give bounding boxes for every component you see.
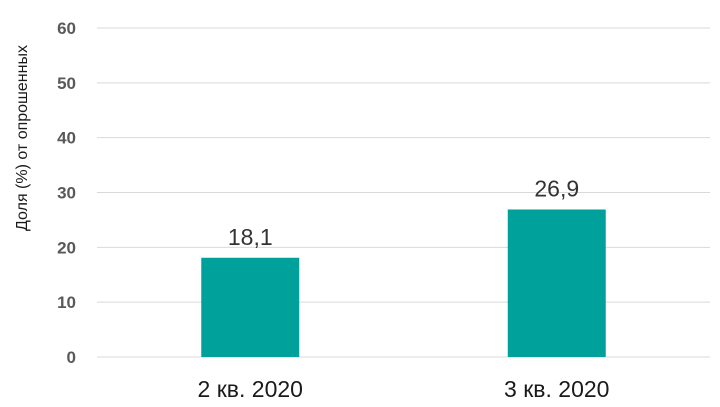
bars bbox=[201, 209, 606, 357]
data-label-2: 26,9 bbox=[534, 175, 579, 201]
data-labels: 18,1 26,9 bbox=[228, 175, 579, 249]
bar-2 bbox=[507, 209, 606, 357]
bar-1 bbox=[201, 257, 300, 357]
y-tick-label-40: 40 bbox=[57, 129, 76, 148]
x-category-label-1: 2 кв. 2020 bbox=[198, 376, 303, 402]
y-tick-label-30: 30 bbox=[57, 184, 76, 203]
data-label-1: 18,1 bbox=[228, 224, 273, 250]
y-tick-label-60: 60 bbox=[57, 19, 76, 38]
y-axis-label: Доля (%) от опрошенных bbox=[14, 45, 31, 231]
gridlines bbox=[97, 27, 710, 358]
y-tick-label-10: 10 bbox=[57, 293, 76, 312]
y-tick-label-0: 0 bbox=[67, 348, 76, 367]
y-tick-label-50: 50 bbox=[57, 74, 76, 93]
y-tick-label-20: 20 bbox=[57, 238, 76, 257]
y-axis-ticks: 0 10 20 30 40 50 60 bbox=[57, 19, 76, 367]
x-category-label-2: 3 кв. 2020 bbox=[504, 376, 609, 402]
x-axis-categories: 2 кв. 2020 3 кв. 2020 bbox=[198, 376, 610, 402]
